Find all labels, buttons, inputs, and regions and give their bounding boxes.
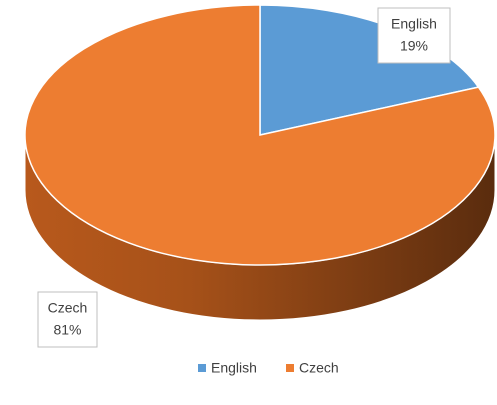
legend-swatch xyxy=(286,364,294,372)
data-label: Czech 81% xyxy=(37,291,98,348)
data-label-category: Czech xyxy=(48,300,88,316)
data-label-category: English xyxy=(391,16,437,32)
data-label-value: 19% xyxy=(400,38,428,54)
data-label: English 19% xyxy=(377,7,451,64)
legend-label: English xyxy=(211,360,257,376)
data-label-value: 81% xyxy=(53,322,81,338)
legend-swatch xyxy=(198,364,206,372)
legend-label: Czech xyxy=(299,360,339,376)
data-label-box xyxy=(37,291,98,348)
data-label-box xyxy=(377,7,451,64)
pie-slice xyxy=(24,4,496,266)
